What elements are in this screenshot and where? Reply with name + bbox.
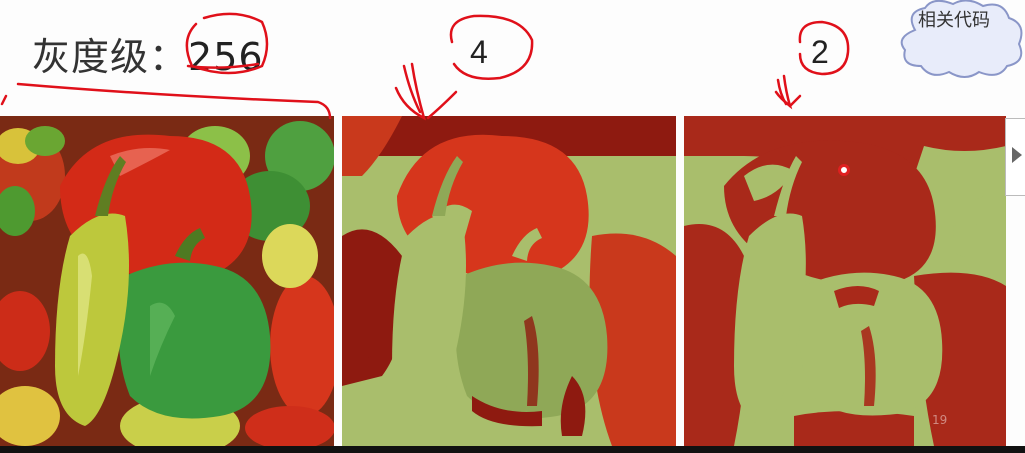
- level-4-label: 4: [470, 34, 488, 70]
- side-panel-toggle[interactable]: [1005, 118, 1025, 196]
- level-2-label: 2: [811, 34, 829, 70]
- image-peppers-256: [0, 116, 334, 446]
- title-level-value: 256: [188, 35, 264, 79]
- title-prefix: 灰度级：: [32, 35, 189, 79]
- image-peppers-4-levels: [342, 116, 676, 446]
- laser-pointer-dot: [838, 164, 850, 176]
- play-triangle-icon: [1012, 147, 1022, 163]
- page-number: 19: [932, 413, 948, 427]
- related-code-cloud-button[interactable]: [895, 0, 1025, 80]
- bottom-bar: [0, 446, 1025, 453]
- page-title: 灰度级：256: [32, 26, 264, 81]
- related-code-link[interactable]: 相关代码: [918, 10, 990, 31]
